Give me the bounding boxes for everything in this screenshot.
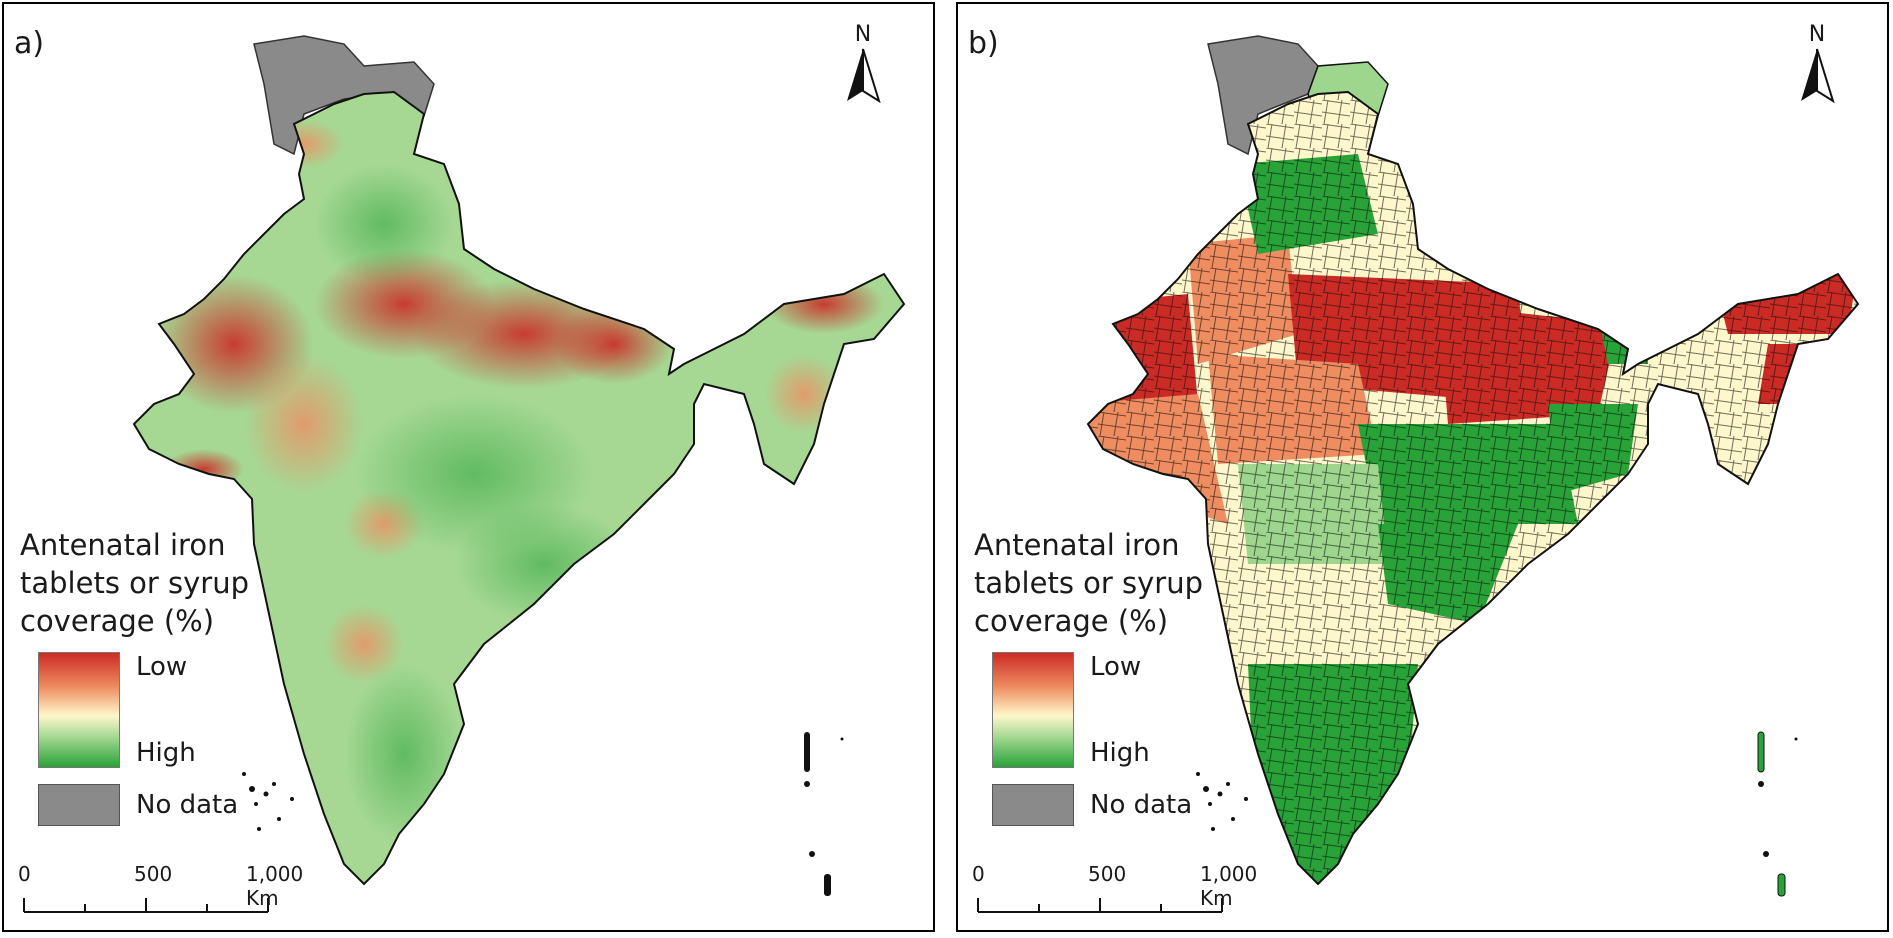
legend-nodata: No data [20, 784, 320, 830]
north-arrow: N [833, 22, 893, 107]
scale-bar: 0 500 1,000 Km [18, 862, 303, 914]
scale-bar-graphic [23, 898, 269, 913]
legend-low-label: Low [136, 652, 188, 682]
india-surface-map [132, 35, 906, 896]
legend-nodata-label: No data [136, 790, 239, 820]
scale-tick-1000: 1,000 Km [246, 862, 304, 910]
india-district-map [1086, 35, 1860, 897]
island-groups [242, 732, 844, 896]
panel-label: b) [968, 26, 999, 61]
panel-label: a) [14, 26, 45, 61]
scale-tick-0: 0 [18, 862, 31, 886]
legend-low-label: Low [1090, 652, 1142, 682]
legend-high-label: High [1090, 738, 1150, 768]
color-ramp [38, 652, 120, 768]
legend-nodata-label: No data [1090, 790, 1193, 820]
legend-gradient: Low High [20, 652, 320, 768]
map-panel-b: b) N Antenatal iron tablets or syrup cov… [956, 2, 1889, 932]
island-groups [1196, 731, 1798, 897]
scale-tick-1000: 1,000 Km [1200, 862, 1258, 910]
legend-title: Antenatal iron tablets or syrup coverage… [974, 528, 1204, 638]
north-letter: N [1808, 22, 1826, 47]
legend: Antenatal iron tablets or syrup coverage… [974, 526, 1274, 830]
legend-title: Antenatal iron tablets or syrup coverage… [20, 528, 250, 638]
nodata-swatch [38, 784, 120, 826]
legend: Antenatal iron tablets or syrup coverage… [20, 526, 320, 830]
legend-gradient: Low High [974, 652, 1274, 768]
scale-tick-500: 500 [1088, 862, 1127, 886]
north-letter: N [854, 22, 872, 47]
color-ramp [992, 652, 1074, 768]
north-arrow: N [1787, 22, 1847, 107]
scale-bar-graphic [977, 898, 1223, 913]
india-outline [132, 90, 906, 886]
scale-bar: 0 500 1,000 Km [972, 862, 1257, 914]
north-arrow-icon [847, 48, 881, 104]
north-arrow-icon [1801, 48, 1835, 104]
nodata-swatch [992, 784, 1074, 826]
legend-nodata: No data [974, 784, 1274, 830]
scale-tick-500: 500 [134, 862, 173, 886]
map-panel-a: a) N Antenatal iron tablets or syrup cov… [2, 2, 935, 932]
legend-high-label: High [136, 738, 196, 768]
scale-tick-0: 0 [972, 862, 985, 886]
india-outline [1086, 90, 1860, 886]
no-data-region [1207, 35, 1319, 156]
